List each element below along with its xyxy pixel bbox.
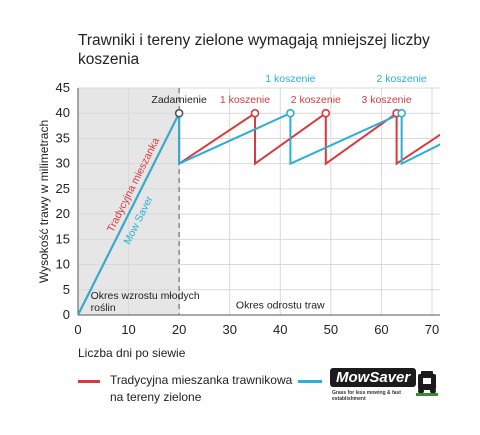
legend-red-label-line1: Tradycyjna mieszanka trawnikowa	[110, 373, 293, 387]
legend-red-label-line2: na tereny zielone	[110, 390, 202, 404]
annotation-label: 2 koszenie	[377, 73, 427, 85]
establishment-region-label-line2: roślin	[91, 302, 116, 314]
legend-red-label: Tradycyjna mieszanka trawnikowa na teren…	[110, 372, 292, 406]
y-tick-label: 45	[56, 80, 70, 95]
mowsaver-logo: MowSaver Grass for less mowing & fast es…	[330, 368, 442, 408]
event-marker	[321, 108, 331, 118]
mowsaver-series-line	[78, 111, 440, 315]
x-tick-label: 60	[374, 322, 388, 337]
chart-title: Trawniki i tereny zielone wymagają mniej…	[78, 32, 430, 68]
x-axis-label: Liczba dni po siewie	[78, 346, 186, 360]
y-tick-label: 0	[63, 307, 70, 322]
y-tick-label: 10	[56, 257, 70, 272]
y-tick-label: 30	[56, 156, 70, 171]
x-tick-label: 20	[172, 322, 186, 337]
annotation-label: 1 koszenie	[220, 94, 270, 106]
y-tick-label: 20	[56, 206, 70, 221]
y-tick-label: 15	[56, 231, 70, 246]
mower-icon	[416, 370, 438, 396]
establishment-region-label-line1: Okres wzrostu młodych	[91, 290, 200, 302]
annotation-label: 1 koszenie	[265, 73, 315, 85]
annotation-label: 2 koszenie	[291, 94, 341, 106]
y-tick-label: 25	[56, 181, 70, 196]
event-marker	[286, 108, 295, 118]
x-tick-label: 30	[222, 322, 236, 337]
legend-red-swatch	[78, 380, 100, 383]
y-axis-label: Wysokość trawy w milimetrach	[37, 120, 51, 283]
event-marker	[397, 108, 406, 118]
x-tick-label: 0	[74, 322, 81, 337]
annotation-label: Zadarnienie	[151, 94, 207, 106]
annotation-label: 3 koszenie	[361, 94, 411, 106]
x-tick-label: 40	[273, 322, 287, 337]
logo-wordmark: MowSaver	[330, 368, 417, 387]
legend-blue-swatch	[298, 380, 322, 383]
y-tick-label: 40	[56, 105, 70, 120]
event-marker	[174, 108, 184, 118]
x-tick-label: 70	[425, 322, 439, 337]
x-tick-label: 50	[324, 322, 338, 337]
y-tick-label: 5	[63, 282, 70, 297]
y-tick-label: 35	[56, 130, 70, 145]
x-tick-label: 10	[121, 322, 135, 337]
regrowth-region-label: Okres odrostu traw	[236, 299, 325, 311]
logo-tagline: Grass for less mowing & fast establishme…	[332, 390, 401, 402]
event-marker	[250, 108, 260, 118]
